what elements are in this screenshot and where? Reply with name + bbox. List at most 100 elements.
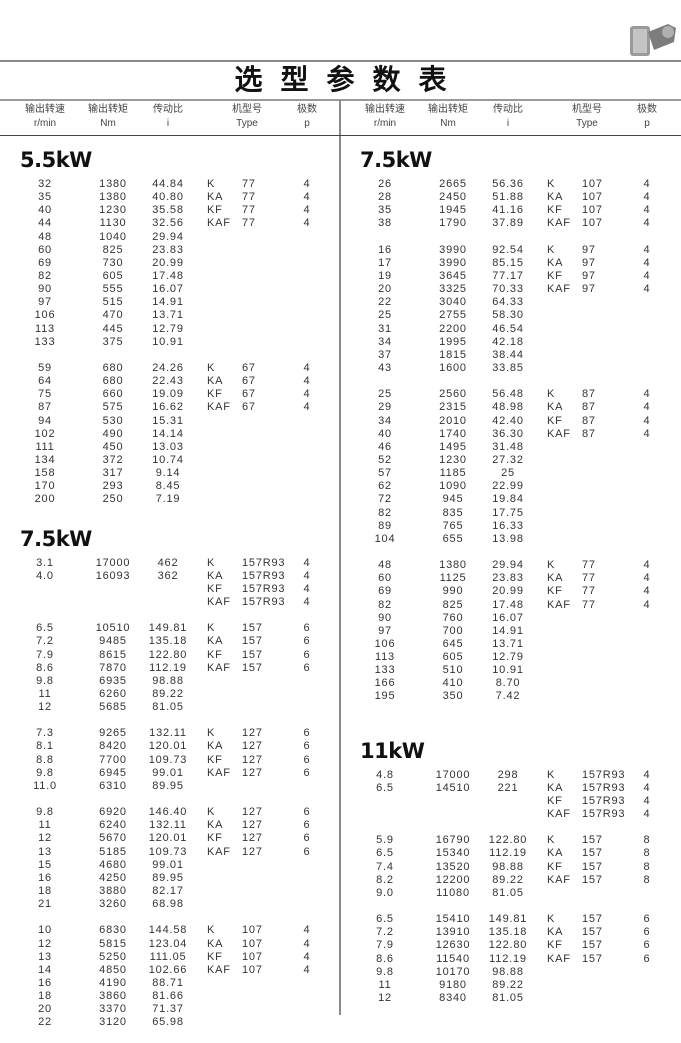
ratio-cell: 12.79 xyxy=(492,651,524,664)
speed-cell: 9.8 xyxy=(36,806,54,819)
table-row: KF 157R93 4 xyxy=(340,795,680,808)
ratio-cell: 362 xyxy=(157,569,179,582)
speed-cell: 8.2 xyxy=(376,873,394,886)
poles-cell: 4 xyxy=(643,401,651,414)
header-speed: 输出转速 r/min xyxy=(25,104,65,129)
speed-cell: 87 xyxy=(38,401,52,414)
size-cell: 77 xyxy=(242,178,256,190)
poles-cell: 4 xyxy=(643,585,651,598)
table-row: 8.1 8420 120.01 KA 127 6 xyxy=(0,740,340,753)
ratio-cell: 112.19 xyxy=(149,661,187,674)
speed-cell: 38 xyxy=(378,217,392,230)
ratio-cell: 31.48 xyxy=(492,440,524,453)
torque-cell: 5185 xyxy=(99,845,127,858)
torque-cell: 660 xyxy=(102,388,124,401)
table-row: 13 5250 111.05 KF 107 4 xyxy=(0,951,340,964)
table-row: 4.8 17000 298 K 157R93 4 xyxy=(340,769,680,782)
series-cell: K xyxy=(547,178,556,190)
power-block: 7.5kW 26 2665 56.36 K 107 4 28 2450 51.88 KA 107 4 35… xyxy=(340,146,680,704)
torque-cell: 17000 xyxy=(95,556,131,569)
speed-cell: 97 xyxy=(38,296,52,309)
header-torque: 输出转矩 Nm xyxy=(88,104,128,129)
torque-cell: 16093 xyxy=(95,569,131,582)
page-title: 选型参数表 xyxy=(234,63,465,96)
torque-cell: 375 xyxy=(102,335,124,348)
model-group: 7.3 9265 132.11 K 127 6 8.1 8420 120.01 KA 127 6 8.8… xyxy=(0,727,340,793)
table-row: 6.5 15340 112.19 KA 157 8 xyxy=(340,847,680,860)
speed-cell: 9.8 xyxy=(36,674,54,687)
ratio-cell: 35.58 xyxy=(152,204,184,217)
table-row: 72 945 19.84 xyxy=(340,493,680,506)
speed-cell: 69 xyxy=(378,585,392,598)
torque-cell: 835 xyxy=(442,506,464,519)
torque-cell: 605 xyxy=(442,651,464,664)
speed-cell: 16 xyxy=(38,977,52,990)
torque-cell: 9265 xyxy=(99,727,127,740)
poles-cell: 4 xyxy=(303,388,311,401)
table-row: 10 6830 144.58 K 107 4 xyxy=(0,924,340,937)
series-cell: KA xyxy=(207,937,224,950)
poles-cell: 6 xyxy=(303,622,311,635)
torque-cell: 490 xyxy=(102,427,124,440)
torque-cell: 9180 xyxy=(439,978,467,991)
series-cell: K xyxy=(547,913,556,926)
power-block: 7.5kW 3.1 17000 462 K 157R93 4 4.0 16093 362 KA 157… xyxy=(0,525,340,1030)
torque-cell: 8340 xyxy=(439,992,467,1005)
table-row: 20 3370 71.37 xyxy=(0,1003,340,1016)
torque-cell: 6240 xyxy=(99,819,127,832)
top-rule xyxy=(0,60,681,62)
poles-cell: 6 xyxy=(643,952,651,965)
speed-cell: 158 xyxy=(34,467,56,480)
torque-cell: 3990 xyxy=(439,256,467,269)
table-row: 7.9 12630 122.80 KF 157 6 xyxy=(340,939,680,952)
torque-cell: 5685 xyxy=(99,701,127,714)
ratio-cell: 82.17 xyxy=(152,885,184,898)
table-row: 14 4850 102.66 KAF 107 4 xyxy=(0,964,340,977)
table-row: 64 680 22.43 KA 67 4 xyxy=(0,375,340,388)
poles-cell: 6 xyxy=(303,766,311,779)
torque-cell: 10510 xyxy=(95,622,131,635)
speed-cell: 7.2 xyxy=(376,926,394,939)
speed-cell: 104 xyxy=(374,532,396,545)
series-cell: K xyxy=(207,727,216,740)
ratio-cell: 122.80 xyxy=(488,834,528,847)
table-row: 87 575 16.62 KAF 67 4 xyxy=(0,401,340,414)
table-row: 4.0 16093 362 KA 157R93 4 xyxy=(0,570,340,583)
speed-cell: 11.0 xyxy=(33,779,57,792)
speed-cell: 72 xyxy=(378,493,392,506)
size-cell: 97 xyxy=(582,256,596,269)
ratio-cell: 27.32 xyxy=(492,453,524,466)
table-row: 133 510 10.91 xyxy=(340,664,680,677)
speed-cell: 6.5 xyxy=(376,847,394,860)
table-row: 106 645 13.71 xyxy=(340,638,680,651)
poles-cell: 4 xyxy=(303,950,311,963)
power-heading: 11kW xyxy=(360,738,425,763)
table-row: 97 700 14.91 xyxy=(340,625,680,638)
size-cell: 87 xyxy=(582,401,596,414)
torque-cell: 1740 xyxy=(439,427,467,440)
torque-cell: 1090 xyxy=(439,480,467,493)
poles-cell: 6 xyxy=(303,635,311,648)
torque-cell: 7870 xyxy=(99,661,127,674)
series-cell: KA xyxy=(207,569,224,582)
series-cell: K xyxy=(207,924,216,937)
size-cell: 107 xyxy=(242,924,263,937)
speed-cell: 32 xyxy=(38,178,52,190)
ratio-cell: 68.98 xyxy=(152,898,184,911)
ratio-cell: 65.98 xyxy=(152,1016,184,1029)
table-row: 18 3880 82.17 xyxy=(0,885,340,898)
table-row: 20 3325 70.33 KAF 97 4 xyxy=(340,283,680,296)
ratio-cell: 58.30 xyxy=(492,309,524,322)
torque-cell: 555 xyxy=(102,283,124,296)
size-cell: 77 xyxy=(582,598,596,611)
table-row: 82 835 17.75 xyxy=(340,507,680,520)
size-cell: 107 xyxy=(242,950,263,963)
table-row: 9.0 11080 81.05 xyxy=(340,887,680,900)
ratio-cell: 32.56 xyxy=(152,217,184,230)
torque-cell: 450 xyxy=(102,440,124,453)
series-cell: KA xyxy=(207,375,224,388)
ratio-cell: 46.54 xyxy=(492,322,524,335)
size-cell: 87 xyxy=(582,388,596,401)
model-group: 3.1 17000 462 K 157R93 4 4.0 16093 362 KA 157R93 4 K… xyxy=(0,557,340,610)
size-cell: 157R93 xyxy=(242,569,286,582)
